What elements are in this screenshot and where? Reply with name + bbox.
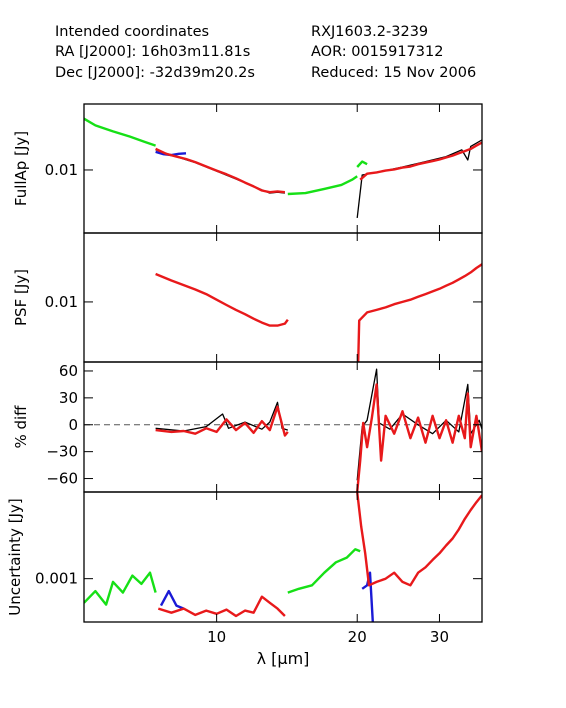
series-red-seg-1 xyxy=(155,272,289,327)
series-red-seg-2 xyxy=(356,492,482,587)
x-axis-label: λ [μm] xyxy=(257,649,310,668)
y-axis-label: FullAp [Jy] xyxy=(12,131,30,206)
panel-frame xyxy=(83,103,483,234)
header: Intended coordinates RA [J2000]: 16h03m1… xyxy=(55,24,476,81)
header-left-line2: RA [J2000]: 16h03m11.81s xyxy=(55,44,250,60)
panel-1: 0.01 FullAp [Jy] xyxy=(12,103,483,234)
panel-2: 0.01 PSF [Jy] xyxy=(12,232,483,363)
y-tick-label: 30 xyxy=(59,389,78,407)
panel-frame xyxy=(83,491,483,623)
series-red-seg-1 xyxy=(155,405,289,437)
series-red-seg-1 xyxy=(157,595,286,618)
y-tick-label: 0.01 xyxy=(45,161,78,179)
series-red-seg-2 xyxy=(356,383,482,492)
x-tick-label: 20 xyxy=(348,628,367,646)
panel-frame xyxy=(83,232,483,363)
y-tick-label: 0 xyxy=(68,416,78,434)
panel-3: 60 30 0 −30 −60 % diff xyxy=(12,361,483,493)
header-right-line3: Reduced: 15 Nov 2006 xyxy=(311,65,476,81)
y-axis-label: % diff xyxy=(12,405,30,449)
y-axis-label: Uncertainty [Jy] xyxy=(6,498,24,615)
y-tick-label: 0.001 xyxy=(35,570,78,588)
x-tick-label: 10 xyxy=(207,628,226,646)
series-blue-seg-1 xyxy=(159,589,185,610)
series-red-seg-1 xyxy=(155,147,286,194)
x-tick-label: 30 xyxy=(430,628,449,646)
series-red-seg-2 xyxy=(357,263,482,362)
y-tick-label: 0.01 xyxy=(45,293,78,311)
y-tick-label: −60 xyxy=(46,470,78,488)
y-tick-label: 60 xyxy=(59,362,78,380)
panel-4: 0.001 Uncertainty [Jy] 10 20 30 λ [μm] xyxy=(6,491,483,668)
panels: 0.01 FullAp [Jy] 0.01 PSF [Jy] 60 30 0 −30 −60 % … xyxy=(6,103,483,668)
series-red-seg-2 xyxy=(359,141,482,181)
series-green-seg-1 xyxy=(84,117,156,147)
series-green-seg-2 xyxy=(287,548,361,594)
header-left-line3: Dec [J2000]: -32d39m20.2s xyxy=(55,65,255,81)
series-green-seg-2 xyxy=(287,175,358,196)
y-axis-label: PSF [Jy] xyxy=(12,269,30,326)
header-left-line1: Intended coordinates xyxy=(55,24,209,40)
header-right-line2: AOR: 0015917312 xyxy=(311,44,443,60)
header-right-line1: RXJ1603.2-3239 xyxy=(311,24,428,40)
y-tick-label: −30 xyxy=(46,443,78,461)
series-green-seg-3 xyxy=(356,160,368,168)
series-green-seg-1 xyxy=(84,571,157,606)
